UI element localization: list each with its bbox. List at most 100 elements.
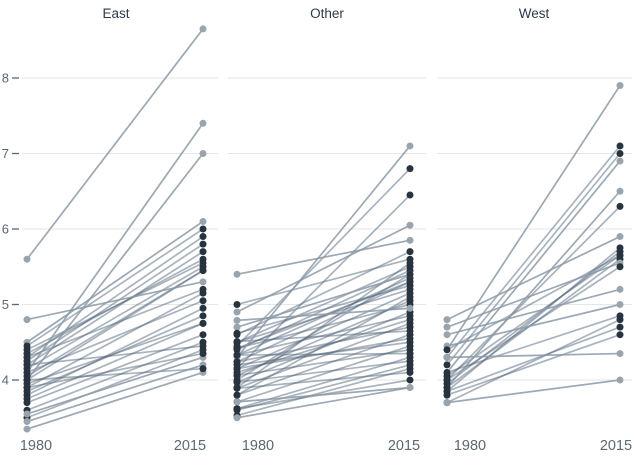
x-axis-label: 1980: [242, 438, 274, 454]
slope-line: [446, 315, 621, 374]
data-point: [233, 344, 241, 352]
panel-title-west: West: [518, 6, 550, 21]
data-point: [199, 312, 207, 320]
data-point: [23, 425, 31, 433]
y-tick-label: 6: [2, 222, 9, 237]
data-point: [443, 331, 451, 339]
data-point: [443, 399, 451, 407]
data-point: [23, 376, 31, 384]
slope-line: [26, 345, 204, 366]
slope-line: [26, 122, 204, 373]
data-point: [406, 376, 414, 384]
data-point: [406, 248, 414, 256]
slope-line: [446, 288, 621, 336]
data-point: [233, 398, 241, 406]
data-point: [616, 323, 624, 331]
data-point: [406, 236, 414, 244]
slope-line: [26, 341, 204, 411]
slope-line: [236, 386, 411, 419]
slope-line: [26, 262, 204, 351]
data-point: [233, 308, 241, 316]
data-point: [406, 384, 414, 392]
slope-line: [236, 273, 411, 381]
slope-line: [446, 379, 621, 404]
slope-line: [26, 356, 204, 415]
slope-line: [26, 220, 204, 343]
data-point: [199, 25, 207, 33]
data-point: [199, 304, 207, 312]
data-point: [23, 410, 31, 418]
slope-line: [236, 345, 411, 403]
slope-line: [236, 265, 411, 344]
data-point: [233, 406, 241, 414]
data-point: [199, 285, 207, 293]
slope-line: [446, 152, 621, 366]
data-point: [23, 346, 31, 354]
slope-line: [446, 318, 621, 404]
x-axis-label: 1980: [454, 438, 486, 454]
slope-line: [26, 28, 204, 260]
panel-title-east: East: [102, 6, 130, 21]
data-point: [406, 259, 414, 267]
data-point: [233, 270, 241, 278]
slope-line: [446, 190, 621, 389]
data-point: [616, 331, 624, 339]
data-point: [406, 191, 414, 199]
data-point: [199, 278, 207, 286]
data-point: [616, 263, 624, 271]
data-point: [199, 342, 207, 350]
slope-line: [26, 299, 204, 374]
slope-line: [236, 307, 411, 322]
slope-line: [236, 364, 411, 412]
slope-line: [446, 205, 621, 381]
data-point: [199, 217, 207, 225]
data-point: [406, 142, 414, 150]
slope-line: [26, 292, 204, 389]
data-point: [443, 391, 451, 399]
x-axis-label: 1980: [20, 438, 52, 454]
data-point: [233, 391, 241, 399]
data-point: [199, 365, 207, 373]
data-point: [233, 301, 241, 308]
slope-line: [236, 224, 411, 313]
slope-line: [26, 322, 204, 400]
data-point: [233, 329, 241, 337]
data-point: [406, 327, 414, 335]
slope-line: [236, 318, 411, 374]
data-point: [443, 316, 451, 324]
data-point: [616, 142, 624, 150]
slope-line: [236, 239, 411, 276]
slope-line: [26, 322, 204, 385]
slope-line: [446, 235, 621, 321]
slope-line: [26, 364, 204, 423]
slope-line: [26, 307, 204, 396]
slope-line: [446, 333, 621, 396]
data-point: [406, 278, 414, 286]
data-point: [406, 293, 414, 301]
y-tick-label: 7: [2, 146, 9, 161]
data-point: [443, 353, 451, 361]
x-axis-label: 2015: [174, 438, 206, 454]
slope-line: [446, 160, 621, 373]
slope-line: [26, 266, 204, 370]
data-point: [406, 361, 414, 369]
data-point: [406, 368, 414, 376]
data-point: [443, 323, 451, 331]
slope-line: [446, 262, 621, 328]
data-point: [23, 361, 31, 369]
data-point: [616, 150, 624, 157]
data-point: [23, 418, 31, 426]
slope-line: [236, 322, 411, 390]
slope-line: [446, 326, 621, 393]
data-point: [406, 165, 414, 173]
data-point: [23, 316, 31, 324]
data-point: [233, 316, 241, 324]
slope-line: [236, 352, 411, 356]
data-point: [23, 368, 31, 376]
data-point: [233, 323, 241, 331]
data-point: [443, 376, 451, 384]
data-point: [23, 255, 31, 263]
data-point: [616, 350, 624, 358]
